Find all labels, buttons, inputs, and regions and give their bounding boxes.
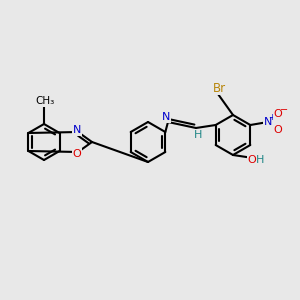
- Text: N: N: [264, 117, 272, 127]
- Text: O: O: [274, 109, 282, 119]
- Text: Br: Br: [212, 82, 226, 94]
- Text: N: N: [162, 112, 170, 122]
- Text: O: O: [248, 155, 256, 165]
- Text: H: H: [256, 155, 264, 165]
- Text: −: −: [280, 105, 288, 115]
- Text: O: O: [274, 125, 282, 135]
- Text: +: +: [268, 113, 275, 122]
- Text: O: O: [73, 149, 81, 159]
- Text: H: H: [194, 130, 202, 140]
- Text: N: N: [73, 125, 81, 135]
- Text: CH₃: CH₃: [35, 96, 55, 106]
